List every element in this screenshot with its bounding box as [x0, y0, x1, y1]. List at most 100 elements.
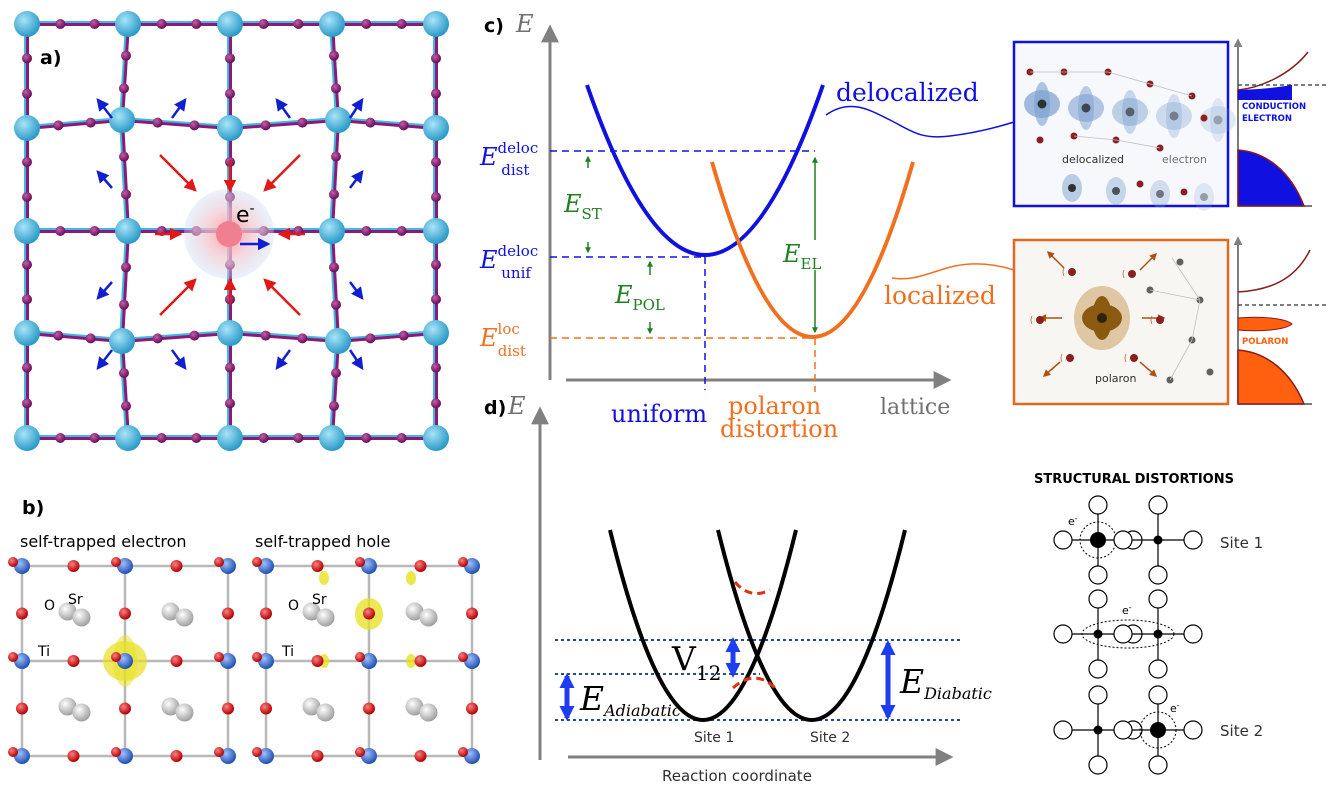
oxygen-atom [260, 120, 271, 131]
titanium-atom [115, 218, 141, 244]
titanium-atom [1206, 368, 1214, 376]
oxygen-atom [252, 747, 262, 757]
oxygen-atom [8, 652, 18, 662]
lattice-bond [1107, 71, 1151, 85]
horizontal-bond-highlight [121, 330, 231, 340]
oxygen-atom [214, 652, 224, 662]
oxygen-atom [189, 330, 200, 341]
oxygen-atom [22, 53, 32, 64]
horizontal-bond-highlight [26, 117, 123, 127]
polaron-distortion-arrow [1046, 250, 1065, 269]
strontium-atom [316, 703, 335, 722]
metal-center [1150, 722, 1166, 738]
ligand-circle [1183, 720, 1203, 740]
oxygen-atom [398, 120, 409, 131]
panel-d-axis-x: Reaction coordinate [662, 767, 812, 785]
central-atom [216, 221, 242, 247]
oxygen-atom [431, 398, 441, 409]
inset-polaron: polaron [1012, 238, 1230, 406]
electron-symbol: e- [236, 201, 255, 228]
ligand-circle [1148, 495, 1168, 515]
oxygen-atom [1200, 114, 1208, 122]
oxygen-atom [431, 156, 441, 167]
oxygen-atom [293, 19, 304, 29]
oxygen-atom [431, 259, 441, 270]
horizontal-bond [121, 331, 231, 343]
vertical-bond [120, 23, 130, 121]
localized-electron-shell [1139, 711, 1177, 749]
oxygen-atom [225, 398, 235, 409]
inset-delocalized-caption-2: electron [1162, 153, 1207, 166]
titanium-atom [423, 11, 449, 37]
oxygen-atom [328, 189, 339, 200]
oxygen-atom [414, 750, 427, 762]
shared-electron-shell [1081, 619, 1175, 649]
oxygen-atom [152, 333, 163, 344]
delocalized-orbital [1156, 102, 1192, 130]
label-e-diabatic: EDiabatic [899, 662, 992, 703]
oxygen-atom [297, 333, 308, 344]
dos-pol-valence [1237, 349, 1306, 405]
oxygen-atom [156, 19, 167, 29]
ligand-circle [1183, 624, 1203, 644]
outward-displacement-arrow [349, 170, 364, 189]
oxygen-atom [111, 747, 121, 757]
oxygen-atom [355, 557, 365, 567]
oxygen-atom [260, 330, 271, 341]
outward-displacement-arrow [275, 349, 292, 371]
dos-pol-conduction-curve [1237, 249, 1311, 293]
lattice-bond [1149, 83, 1193, 97]
strontium-atom [175, 608, 194, 627]
inset-polaron-caption: polaron [1095, 372, 1137, 385]
metal-center [1153, 535, 1163, 545]
strontium-atom [316, 608, 335, 627]
oxygen-atom [252, 652, 262, 662]
panel-d-label: d) [484, 397, 506, 419]
label-polaron-1: polaron [728, 392, 821, 420]
site1-parabola [608, 529, 798, 722]
outward-displacement-arrow [275, 97, 292, 119]
label-e-adiabatic: EAdiabatic [579, 679, 681, 720]
structural-title: STRUCTURAL DISTORTIONS [1034, 472, 1234, 487]
oxygen-atom [214, 747, 224, 757]
strontium-atom [302, 697, 321, 716]
titanium-atom [115, 11, 141, 37]
oxygen-atom [431, 88, 441, 99]
ligand-circle [1088, 565, 1108, 585]
outward-displacement-arrow [96, 281, 113, 300]
horizontal-bond-highlight [337, 117, 437, 127]
oxygen-atom [170, 655, 183, 667]
polaron-distortion-arrow [1139, 361, 1158, 377]
titanium-atom [423, 115, 449, 141]
oxygen-atom [355, 652, 365, 662]
lower-adiabatic-curve [731, 676, 777, 690]
oxygen-atom [1036, 136, 1044, 144]
oxygen-atom [225, 362, 235, 373]
spin-density-lobe [319, 571, 329, 585]
oxygen-atom [311, 750, 324, 762]
metal-center [1153, 629, 1163, 639]
oxygen-atom [118, 299, 129, 310]
strontium-atom [72, 608, 91, 627]
label-uniform: uniform [611, 400, 707, 428]
vertical-bond-highlight [119, 340, 127, 439]
atom-label-ti: Ti [37, 644, 50, 660]
oxygen-atom [414, 560, 427, 572]
titanium-atom [1068, 184, 1076, 192]
oxygen-atom [111, 557, 121, 567]
oxygen-atom [396, 433, 407, 443]
oxygen-atom [297, 117, 308, 128]
oxygen-atom [191, 433, 202, 443]
oxygen-atom [55, 433, 66, 443]
atom-label-ti: Ti [281, 644, 294, 660]
delocalized-connector [825, 105, 1015, 138]
vibration-mark [1122, 269, 1125, 279]
oxygen-atom [398, 330, 409, 341]
dos-polaron: POLARON [1233, 236, 1326, 405]
titanium-atom [319, 11, 345, 37]
titanium-atom [14, 218, 40, 244]
oxygen-atom [118, 83, 129, 94]
upper-adiabatic-curve [733, 581, 771, 596]
ligand-circle [1088, 589, 1108, 609]
ligand-circle [1088, 495, 1108, 515]
